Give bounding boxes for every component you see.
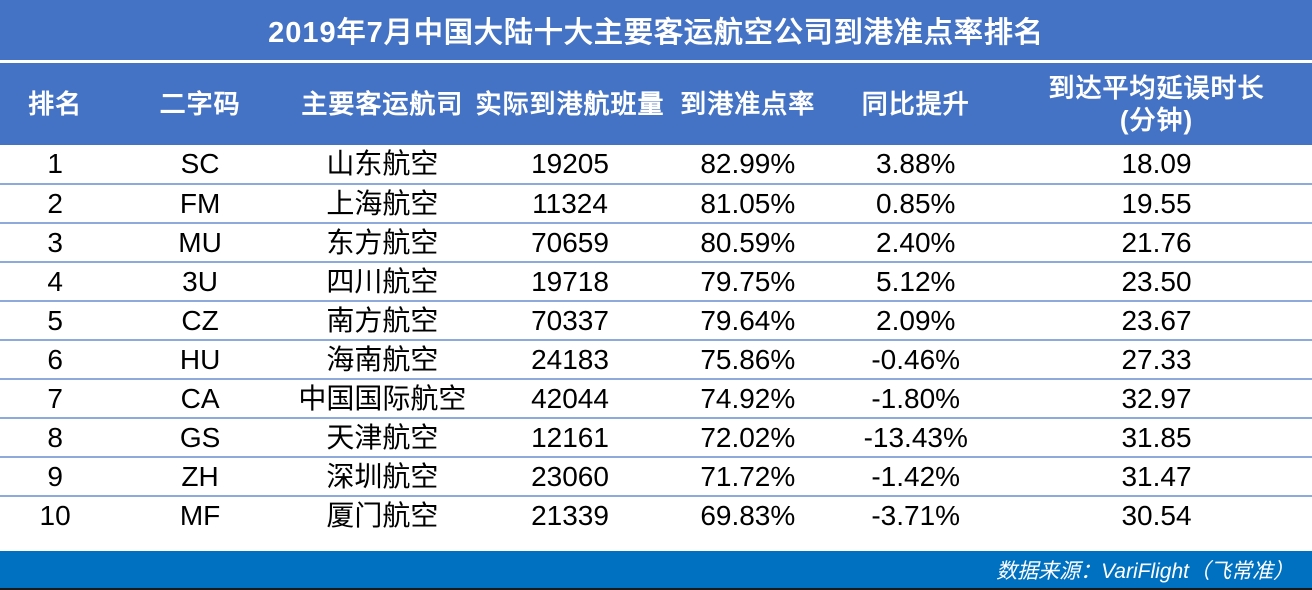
cell-yoy: 0.85% — [830, 183, 1001, 223]
cell-rank: 8 — [0, 417, 111, 457]
cell-rank: 2 — [0, 183, 111, 223]
cell-yoy: -13.43% — [830, 417, 1001, 457]
cell-flights: 21339 — [474, 495, 666, 535]
cell-airline: 上海航空 — [289, 183, 475, 223]
cell-rank: 7 — [0, 378, 111, 418]
cell-rank: 5 — [0, 300, 111, 340]
header-code: 二字码 — [110, 63, 290, 145]
cell-delay: 31.85 — [1001, 417, 1312, 457]
cell-code: HU — [110, 339, 290, 379]
cell-delay: 23.50 — [1001, 261, 1312, 301]
table-row: 6 HU 海南航空 24183 75.86% -0.46% 27.33 — [0, 339, 1312, 379]
cell-punctuality: 75.86% — [665, 339, 831, 379]
cell-code: CZ — [110, 300, 290, 340]
table-body: 1 SC 山东航空 19205 82.99% 3.88% 18.09 2 FM … — [0, 145, 1312, 535]
cell-code: 3U — [110, 261, 290, 301]
cell-airline: 海南航空 — [289, 339, 475, 379]
table-row: 5 CZ 南方航空 70337 79.64% 2.09% 23.67 — [0, 300, 1312, 340]
cell-rank: 1 — [0, 145, 111, 184]
table-row: 7 CA 中国国际航空 42044 74.92% -1.80% 32.97 — [0, 378, 1312, 418]
cell-delay: 18.09 — [1001, 145, 1312, 184]
cell-punctuality: 69.83% — [665, 495, 831, 535]
cell-airline: 东方航空 — [289, 222, 475, 262]
cell-yoy: -3.71% — [830, 495, 1001, 535]
cell-delay: 27.33 — [1001, 339, 1312, 379]
cell-punctuality: 71.72% — [665, 456, 831, 496]
cell-flights: 24183 — [474, 339, 666, 379]
cell-yoy: -1.80% — [830, 378, 1001, 418]
table-row: 4 3U 四川航空 19718 79.75% 5.12% 23.50 — [0, 261, 1312, 301]
cell-yoy: 5.12% — [830, 261, 1001, 301]
cell-code: CA — [110, 378, 290, 418]
data-source-label: 数据来源：VariFlight（飞常准） — [996, 559, 1294, 583]
cell-punctuality: 79.64% — [665, 300, 831, 340]
ranking-table: 排名 二字码 主要客运航司 实际到港航班量 到港准点率 同比提升 到达平均延误时… — [0, 63, 1312, 535]
page-title: 2019年7月中国大陆十大主要客运航空公司到港准点率排名 — [0, 0, 1312, 63]
cell-punctuality: 80.59% — [665, 222, 831, 262]
cell-flights: 42044 — [474, 378, 666, 418]
cell-rank: 6 — [0, 339, 111, 379]
header-yoy: 同比提升 — [830, 63, 1001, 145]
cell-airline: 南方航空 — [289, 300, 475, 340]
cell-delay: 19.55 — [1001, 183, 1312, 223]
cell-airline: 深圳航空 — [289, 456, 475, 496]
cell-punctuality: 82.99% — [665, 145, 831, 184]
cell-airline: 天津航空 — [289, 417, 475, 457]
cell-code: FM — [110, 183, 290, 223]
cell-flights: 11324 — [474, 183, 666, 223]
cell-flights: 70337 — [474, 300, 666, 340]
header-rank: 排名 — [0, 63, 111, 145]
cell-code: GS — [110, 417, 290, 457]
table-row: 3 MU 东方航空 70659 80.59% 2.40% 21.76 — [0, 222, 1312, 262]
cell-airline: 厦门航空 — [289, 495, 475, 535]
cell-rank: 3 — [0, 222, 111, 262]
cell-delay: 23.67 — [1001, 300, 1312, 340]
table-header: 排名 二字码 主要客运航司 实际到港航班量 到港准点率 同比提升 到达平均延误时… — [0, 63, 1312, 145]
cell-code: SC — [110, 145, 290, 184]
table-row: 1 SC 山东航空 19205 82.99% 3.88% 18.09 — [0, 145, 1312, 184]
cell-yoy: -1.42% — [830, 456, 1001, 496]
cell-yoy: -0.46% — [830, 339, 1001, 379]
header-flights: 实际到港航班量 — [474, 63, 666, 145]
cell-yoy: 2.40% — [830, 222, 1001, 262]
cell-delay: 21.76 — [1001, 222, 1312, 262]
bottom-spacer — [0, 535, 1312, 551]
cell-airline: 四川航空 — [289, 261, 475, 301]
cell-punctuality: 81.05% — [665, 183, 831, 223]
header-punctuality: 到港准点率 — [665, 63, 831, 145]
cell-code: MU — [110, 222, 290, 262]
table-row: 10 MF 厦门航空 21339 69.83% -3.71% 30.54 — [0, 495, 1312, 535]
footer-bar: 数据来源：VariFlight（飞常准） — [0, 551, 1312, 590]
cell-flights: 23060 — [474, 456, 666, 496]
cell-airline: 中国国际航空 — [289, 378, 475, 418]
table-row: 2 FM 上海航空 11324 81.05% 0.85% 19.55 — [0, 183, 1312, 223]
cell-code: MF — [110, 495, 290, 535]
cell-code: ZH — [110, 456, 290, 496]
cell-flights: 70659 — [474, 222, 666, 262]
table-row: 8 GS 天津航空 12161 72.02% -13.43% 31.85 — [0, 417, 1312, 457]
cell-rank: 10 — [0, 495, 111, 535]
cell-punctuality: 72.02% — [665, 417, 831, 457]
cell-yoy: 2.09% — [830, 300, 1001, 340]
cell-flights: 12161 — [474, 417, 666, 457]
cell-flights: 19718 — [474, 261, 666, 301]
cell-yoy: 3.88% — [830, 145, 1001, 184]
cell-delay: 30.54 — [1001, 495, 1312, 535]
cell-delay: 31.47 — [1001, 456, 1312, 496]
cell-rank: 9 — [0, 456, 111, 496]
cell-punctuality: 74.92% — [665, 378, 831, 418]
cell-delay: 32.97 — [1001, 378, 1312, 418]
cell-punctuality: 79.75% — [665, 261, 831, 301]
header-airline: 主要客运航司 — [289, 63, 475, 145]
header-delay: 到达平均延误时长 (分钟) — [1001, 63, 1312, 145]
cell-airline: 山东航空 — [289, 145, 475, 184]
table-header-row: 排名 二字码 主要客运航司 实际到港航班量 到港准点率 同比提升 到达平均延误时… — [0, 63, 1312, 145]
cell-rank: 4 — [0, 261, 111, 301]
cell-flights: 19205 — [474, 145, 666, 184]
table-row: 9 ZH 深圳航空 23060 71.72% -1.42% 31.47 — [0, 456, 1312, 496]
